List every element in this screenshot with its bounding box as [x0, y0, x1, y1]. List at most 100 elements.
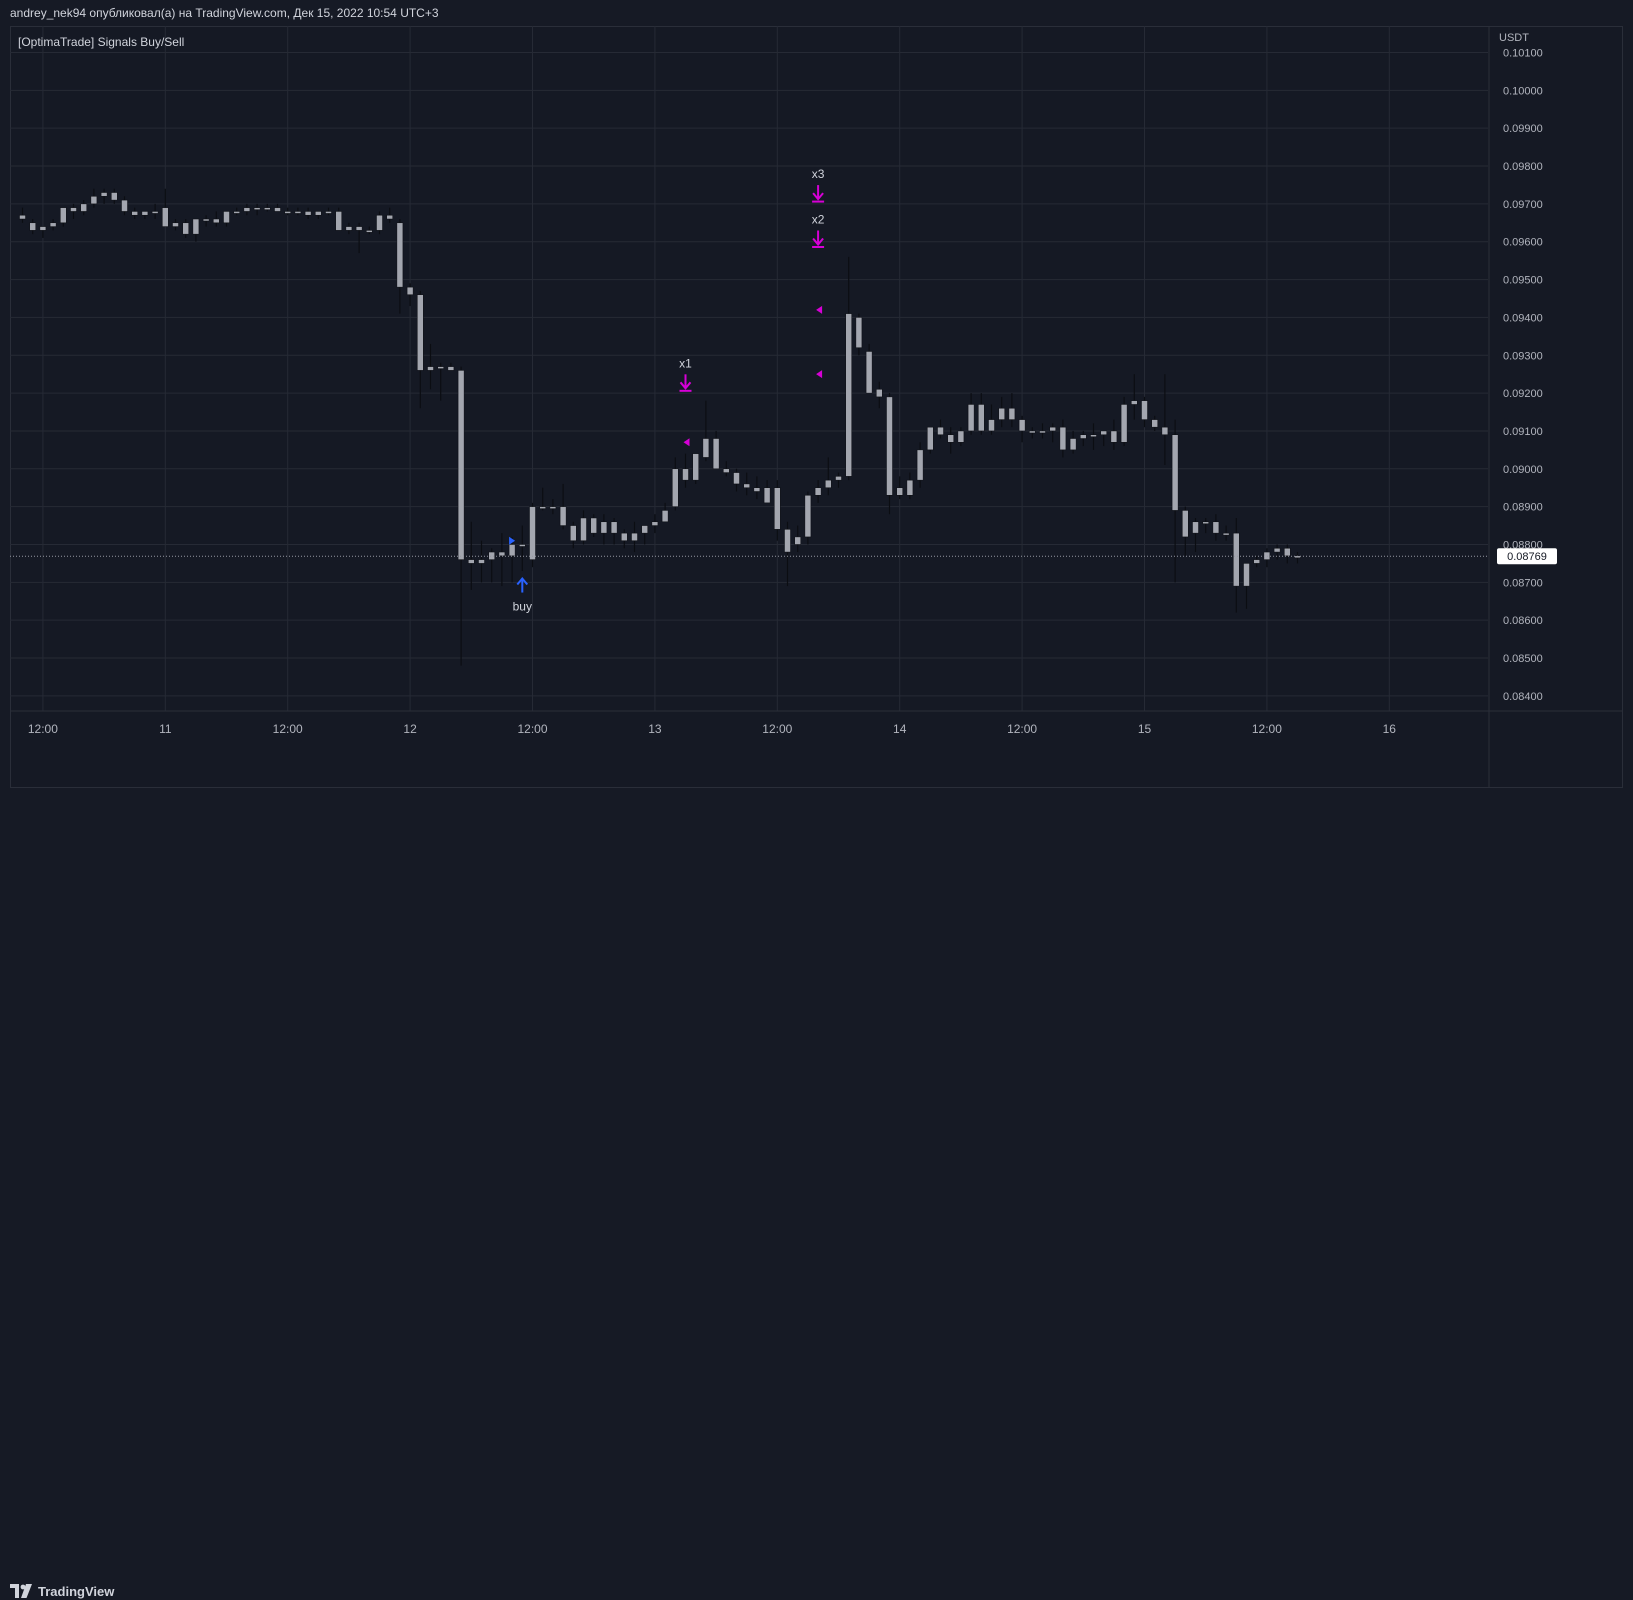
candle-body [835, 476, 842, 481]
chart-panel[interactable] [10, 26, 1623, 788]
price-tick-label: 0.10000 [1503, 85, 1543, 97]
publisher-line: andrey_nek94 опубликовал(а) на TradingVi… [10, 6, 439, 20]
candle [264, 203, 271, 212]
candle-body [29, 222, 36, 231]
candle-body [1120, 404, 1128, 443]
candle-body [723, 468, 730, 473]
candle [1120, 396, 1128, 447]
candle-body [1029, 430, 1036, 434]
candle-body [447, 366, 455, 371]
candle-body [886, 396, 893, 496]
candle [1131, 374, 1138, 420]
candle [865, 343, 873, 394]
candle [590, 514, 597, 537]
candle [396, 219, 404, 314]
candle [631, 521, 638, 553]
candle-body [804, 495, 812, 538]
candle [111, 188, 118, 204]
candle-body [1192, 521, 1199, 534]
candle-body [631, 532, 638, 541]
candle [1049, 423, 1056, 443]
candle [723, 461, 730, 477]
candle-body [264, 207, 271, 210]
candle [1029, 427, 1036, 439]
candle-body [967, 404, 975, 432]
candle-body [794, 536, 801, 545]
candle-body [355, 226, 363, 231]
candle [182, 219, 189, 238]
candle-body [814, 487, 822, 496]
candle [784, 521, 791, 587]
candle [468, 521, 475, 590]
price-tick-label: 0.08500 [1503, 653, 1543, 665]
candle-body [70, 207, 77, 212]
candle-body [427, 366, 434, 371]
candle [600, 514, 608, 545]
candle [315, 211, 322, 220]
candle-body [712, 438, 720, 470]
sell-arrow-icon [679, 374, 692, 392]
candle [406, 283, 414, 307]
candle [213, 211, 220, 227]
candle [1100, 430, 1107, 447]
candle [192, 218, 200, 242]
candle [692, 453, 699, 484]
candle-body [366, 230, 373, 233]
candle [1233, 517, 1240, 613]
candle [202, 215, 210, 227]
candle-body [1018, 419, 1026, 432]
time-axis[interactable]: 12:00 11 12:00 12 12:00 13 12:00 14 12:00 15 12:00… [10, 710, 1623, 736]
candle [529, 502, 536, 568]
candle [1161, 374, 1169, 466]
candle-body [988, 419, 995, 432]
candle-body [763, 487, 771, 504]
candle-body [1233, 532, 1240, 587]
tradingview-logo[interactable]: TradingView [10, 1582, 114, 1600]
last-price-label: 0.08769 [1507, 551, 1547, 563]
candle [1212, 514, 1220, 541]
indicator-legend[interactable]: [OptimaTrade] Signals Buy/Sell [18, 35, 185, 49]
candle-body [621, 532, 628, 541]
candle [427, 343, 434, 390]
candle-body [600, 521, 608, 534]
time-tick-label: 11 [159, 722, 172, 736]
candle [1069, 430, 1077, 454]
candle [927, 426, 934, 454]
candle-body [947, 434, 954, 443]
candle [549, 499, 557, 515]
time-tick-label: 16 [1383, 722, 1397, 736]
time-tick-label: 12:00 [517, 722, 547, 736]
candle-body [1151, 419, 1158, 428]
candle-body [610, 521, 618, 534]
candle-body [672, 468, 679, 507]
candle-body [274, 207, 281, 212]
signals: x1 x2 x3 buy [509, 167, 825, 614]
candle [478, 540, 485, 583]
candle-body [90, 196, 98, 205]
candle [937, 419, 944, 439]
candle [1253, 555, 1260, 568]
candle-body [335, 211, 342, 231]
candle [610, 517, 618, 545]
candle [957, 427, 965, 447]
candle-body [641, 525, 648, 534]
candle [753, 476, 761, 500]
candle-body [49, 222, 57, 227]
candle-body [702, 438, 710, 458]
candle [672, 457, 679, 511]
price-chart[interactable]: x1 x2 x3 buy 0.08400 0.08500 0.08600 0.08700 0.… [10, 26, 1623, 788]
price-tick-label: 0.09600 [1503, 237, 1543, 249]
candle-body [1131, 400, 1138, 405]
candle [906, 472, 914, 500]
candle [641, 525, 648, 545]
candle-body [39, 226, 47, 231]
price-axis[interactable]: 0.084000.085000.086000.087000.088000.089… [1488, 26, 1557, 788]
time-tick-label: 12:00 [762, 722, 792, 736]
price-tick-label: 0.08400 [1503, 691, 1543, 703]
candle [794, 525, 801, 553]
buy-arrow-icon [516, 576, 529, 593]
triangle-marker-icon [683, 438, 690, 447]
candle [539, 487, 546, 511]
candle-body [784, 529, 791, 553]
candle-body [539, 506, 546, 509]
